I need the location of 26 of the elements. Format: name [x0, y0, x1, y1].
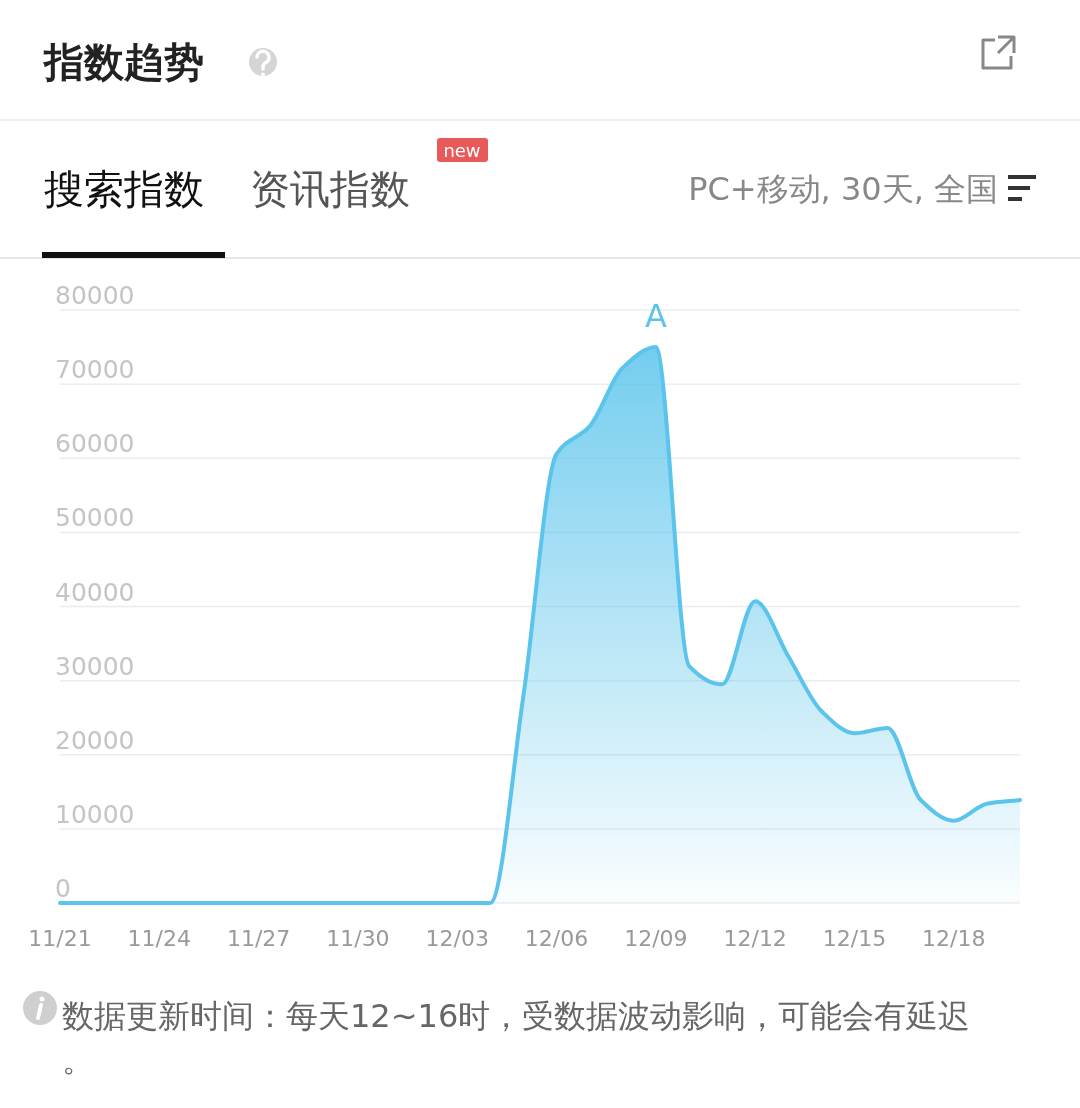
text: PC+移动, 30天, 全国 — [688, 170, 998, 208]
text: new — [443, 140, 481, 161]
x-tick-label: 11/30 — [326, 926, 390, 951]
text: 资讯指数 — [250, 166, 410, 212]
text: 数据更新时间：每天12~16时，受数据波动影响，可能会有延迟。 — [62, 997, 971, 1079]
y-tick-label: 30000 — [55, 651, 135, 681]
x-tick-label: 12/09 — [624, 926, 688, 951]
x-tick-label: 12/03 — [425, 926, 489, 951]
y-tick-label: 50000 — [55, 503, 135, 533]
y-tick-label: 70000 — [55, 355, 135, 385]
y-tick-label: 20000 — [55, 725, 135, 755]
chart-title: 指数趋势 — [42, 39, 204, 85]
y-tick-label: 0 — [55, 874, 71, 903]
y-tick-label: 80000 — [55, 281, 135, 310]
x-tick-label: 12/15 — [822, 926, 887, 951]
x-tick-label: 12/06 — [524, 926, 589, 951]
x-tick-label: 11/24 — [127, 926, 192, 951]
y-tick-label: 60000 — [55, 429, 135, 459]
annotation: A — [644, 297, 667, 336]
x-tick-label: 11/21 — [28, 926, 92, 951]
x-tick-label: 12/18 — [922, 926, 986, 951]
x-tick-label: 12/12 — [723, 926, 787, 951]
x-tick-label: 11/27 — [226, 926, 291, 951]
y-tick-label: 40000 — [55, 577, 135, 607]
text: 搜索指数 — [44, 166, 204, 212]
y-tick-label: 10000 — [55, 799, 135, 829]
